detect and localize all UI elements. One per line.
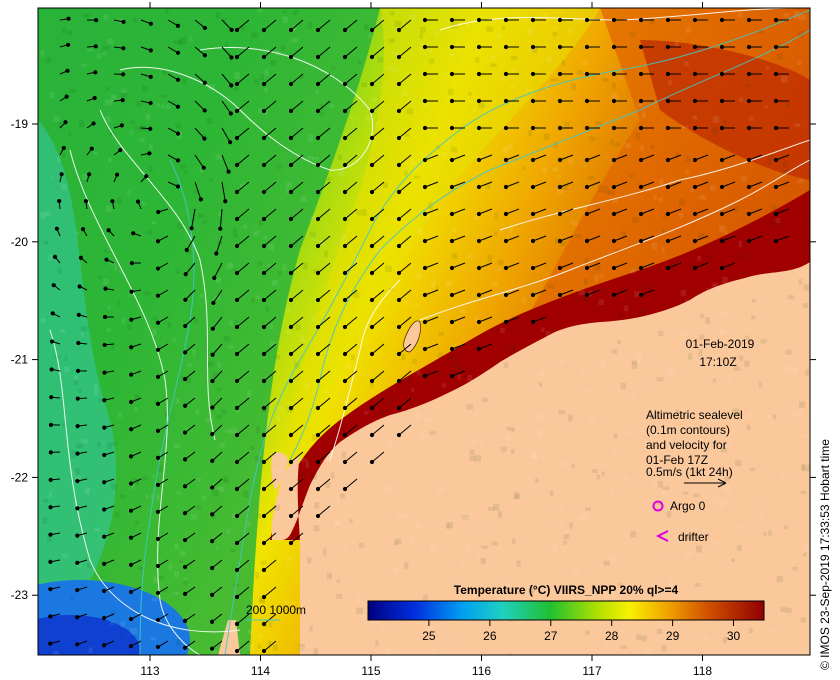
drifter-marker-icon bbox=[655, 530, 669, 542]
colorbar-tick-label: 25 bbox=[422, 629, 436, 643]
plot-frame bbox=[37, 7, 811, 656]
colorbar-tick-label: 30 bbox=[727, 629, 741, 643]
velocity-vectors bbox=[48, 16, 790, 654]
latitude-axis: -19 -20 -21 -22 -23 bbox=[11, 117, 816, 602]
lat-tick-label: -21 bbox=[11, 353, 29, 367]
lat-tick-label: -23 bbox=[11, 588, 29, 602]
colorbar-tick-label: 29 bbox=[666, 629, 680, 643]
drifter-label: drifter bbox=[678, 530, 709, 544]
land-mass bbox=[271, 262, 810, 655]
colorbar: Temperature (°C) VIIRS_NPP 20% ql>=4 25 2… bbox=[367, 583, 765, 643]
legend-line-4: 01-Feb 17Z bbox=[646, 453, 708, 467]
bathymetry-legend: 200 1000m bbox=[246, 603, 306, 621]
argo-label: Argo 0 bbox=[670, 499, 706, 513]
sst-field bbox=[38, 8, 810, 655]
lon-tick-label: 114 bbox=[251, 664, 270, 678]
velocity-legend: Altimetric sealevel (0.1m contours) and … bbox=[646, 408, 743, 544]
colorbar-tick-label: 26 bbox=[483, 629, 497, 643]
lat-tick-label: -22 bbox=[11, 470, 29, 484]
lat-tick-label: -20 bbox=[11, 235, 29, 249]
timestamp-date: 01-Feb-2019 bbox=[686, 337, 755, 351]
bathy-label: 200 1000m bbox=[246, 603, 306, 617]
lon-tick-label: 116 bbox=[472, 664, 491, 678]
legend-line-1: Altimetric sealevel bbox=[646, 408, 743, 422]
colorbar-tick-label: 28 bbox=[605, 629, 619, 643]
credit-text: © IMOS 23-Sep-2019 17:33:53 Hobart time bbox=[818, 439, 832, 670]
bathymetry-contours bbox=[139, 9, 810, 655]
argo-marker-icon bbox=[652, 500, 664, 512]
lon-tick-label: 117 bbox=[582, 664, 601, 678]
lon-tick-label: 115 bbox=[361, 664, 380, 678]
colorbar-gradient bbox=[367, 600, 765, 621]
lon-tick-label: 113 bbox=[140, 664, 159, 678]
legend-line-3: and velocity for bbox=[646, 438, 727, 452]
timestamp-time: 17:10Z bbox=[699, 355, 736, 369]
colorbar-title: Temperature (°C) VIIRS_NPP 20% ql>=4 bbox=[454, 583, 679, 597]
legend-line-5: 0.5m/s (1kt 24h) bbox=[646, 465, 733, 479]
longitude-axis: 113 114 115 116 117 118 bbox=[140, 2, 712, 678]
colorbar-tick-label: 27 bbox=[544, 629, 558, 643]
legend-line-2: (0.1m contours) bbox=[646, 423, 730, 437]
lon-tick-label: 118 bbox=[693, 664, 712, 678]
lat-tick-label: -19 bbox=[11, 117, 29, 131]
